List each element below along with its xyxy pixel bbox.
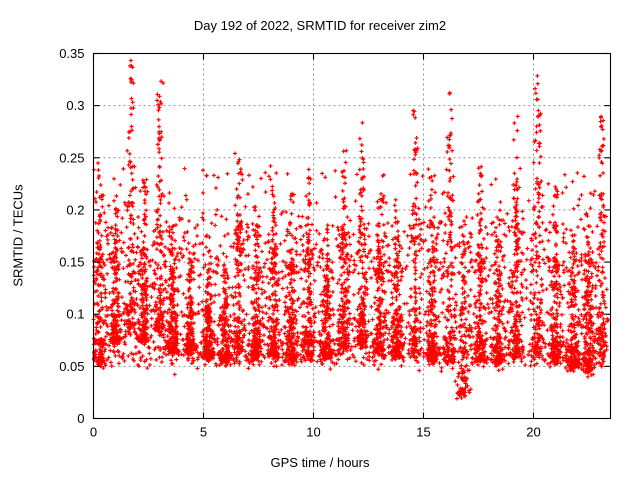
x-tick-label: 15	[416, 425, 430, 440]
plot-frame	[92, 52, 612, 420]
y-tick-label: 0.35	[59, 46, 84, 61]
y-tick-label: 0.1	[66, 307, 84, 322]
x-tick-label: 20	[526, 425, 540, 440]
x-tick-label: 0	[90, 425, 97, 440]
x-tick-label: 10	[306, 425, 320, 440]
x-axis-title: GPS time / hours	[270, 455, 370, 470]
plot-title: Day 192 of 2022, SRMTID for receiver zim…	[193, 18, 447, 33]
data-points	[91, 58, 611, 401]
y-tick-label: 0.15	[59, 255, 84, 270]
y-tick-label: 0.25	[59, 150, 84, 165]
axis-tick-labels: 0 0.05 0.1 0.15 0.2 0.25 0.3 0.35 0 5 10 15 20	[59, 46, 541, 440]
grid-lines	[93, 53, 611, 419]
y-tick-label: 0.3	[66, 98, 84, 113]
y-tick-label: 0.2	[66, 202, 84, 217]
y-tick-label: 0.05	[59, 359, 84, 374]
x-tick-label: 5	[200, 425, 207, 440]
y-tick-label: 0	[77, 411, 84, 426]
